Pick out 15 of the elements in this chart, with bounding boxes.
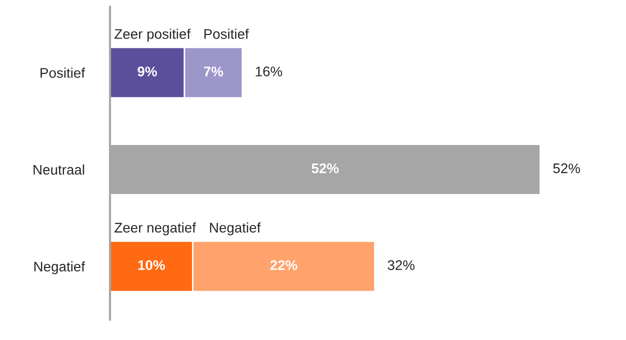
y-tick-label: Neutraal xyxy=(34,164,84,175)
data-label: 7% xyxy=(204,66,224,76)
y-tick-label: Positief xyxy=(40,68,86,78)
series-label: Zeer positief xyxy=(114,28,191,42)
series-label: Zeer negatief xyxy=(114,222,196,236)
data-label: 10% xyxy=(138,260,165,270)
total-label: 52% xyxy=(553,163,580,174)
series-label: Negatief xyxy=(210,222,261,236)
total-label: 16% xyxy=(256,66,282,76)
data-label: 52% xyxy=(312,163,339,174)
data-label: 9% xyxy=(138,66,157,76)
data-label: 22% xyxy=(270,260,298,270)
total-label: 32% xyxy=(388,260,414,270)
series-label: Positief xyxy=(204,28,249,39)
y-tick-label: Negatief xyxy=(34,261,86,274)
